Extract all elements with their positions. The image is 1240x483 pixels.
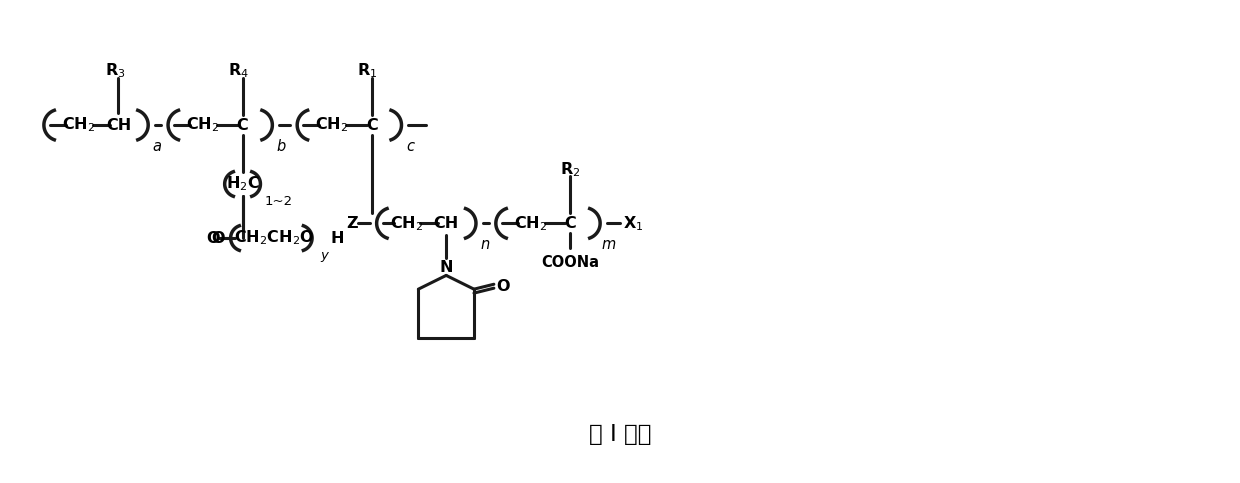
Text: y: y [320, 249, 327, 262]
Text: H: H [330, 230, 343, 245]
Text: O: O [496, 279, 510, 294]
Text: C: C [237, 117, 248, 132]
Text: COONa: COONa [542, 255, 599, 270]
Text: X$_1$: X$_1$ [622, 214, 644, 233]
Text: CH$_2$: CH$_2$ [62, 116, 95, 134]
Text: R$_4$: R$_4$ [228, 62, 249, 80]
Text: C: C [366, 117, 377, 132]
Text: m: m [601, 238, 616, 253]
Text: n: n [480, 238, 490, 253]
Text: C: C [564, 216, 577, 231]
Text: H$_2$C: H$_2$C [226, 175, 259, 193]
Text: R$_1$: R$_1$ [357, 62, 378, 80]
Text: O: O [211, 230, 224, 245]
Text: CH$_2$: CH$_2$ [315, 116, 348, 134]
Text: CH$_2$: CH$_2$ [186, 116, 219, 134]
Text: R$_2$: R$_2$ [560, 160, 580, 179]
Text: 1~2: 1~2 [264, 195, 293, 208]
Text: a: a [153, 139, 161, 154]
Text: CH$_2$CH$_2$O: CH$_2$CH$_2$O [234, 229, 315, 247]
Text: CH$_2$: CH$_2$ [389, 214, 423, 233]
Text: CH$_2$: CH$_2$ [513, 214, 547, 233]
Text: N: N [439, 260, 453, 275]
Text: （ I ）；: （ I ）； [589, 423, 651, 446]
Text: c: c [407, 139, 414, 154]
Text: CH: CH [105, 117, 131, 132]
Text: CH: CH [434, 216, 459, 231]
Text: O: O [206, 230, 219, 245]
Text: b: b [277, 139, 286, 154]
Text: Z: Z [346, 216, 357, 231]
Text: R$_3$: R$_3$ [105, 62, 125, 80]
